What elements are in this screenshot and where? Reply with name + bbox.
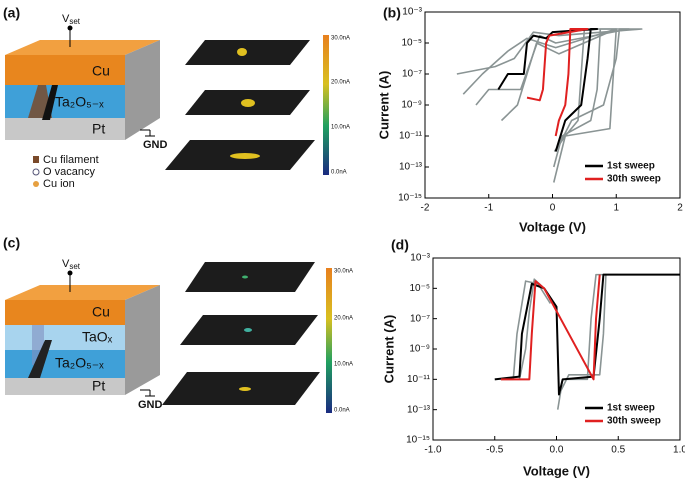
series-line <box>500 28 618 152</box>
y-tick-label: 10⁻⁷ <box>410 313 430 324</box>
colorbar-label: 20.0nA <box>331 80 350 86</box>
x-tick-label: -1 <box>484 203 493 214</box>
x-tick-label: 0.5 <box>611 445 625 456</box>
x-axis-label: Voltage (V) <box>519 219 586 234</box>
device-a: (a) Vset Cu Ta₂O₅₋ₓ Pt GND Cu filament O… <box>3 5 350 190</box>
colorbar-label: 30.0nA <box>334 269 353 275</box>
x-axis-label: Voltage (V) <box>523 463 590 478</box>
y-tick-label: 10⁻⁷ <box>402 69 422 80</box>
legend-label: Cu ion <box>43 178 75 190</box>
legend-label: 30th sweep <box>607 174 661 185</box>
y-axis-label: Current (A) <box>376 71 391 140</box>
panel-label: (a) <box>3 5 20 21</box>
y-tick-label: 10⁻⁹ <box>409 344 430 355</box>
device-c: (c) Vset Cu TaOₓ Ta₂O₅₋ₓ Pt GND 30.0nA 2… <box>3 235 353 414</box>
x-tick-label: 2 <box>677 203 683 214</box>
vset-sub: set <box>69 17 80 26</box>
vset-label: Vset <box>62 13 81 26</box>
panel-label: (c) <box>3 235 20 251</box>
series-line <box>526 28 589 137</box>
panel-label: (b) <box>383 5 401 21</box>
legend-label: 1st sweep <box>607 161 655 172</box>
y-tick-label: 10⁻¹⁵ <box>398 193 422 204</box>
vset-sub: set <box>69 262 80 271</box>
colorbar-label: 10.0nA <box>334 362 353 368</box>
layer-label: Cu <box>92 63 110 79</box>
panel-label: (d) <box>391 237 409 253</box>
vset-label: Vset <box>62 258 81 271</box>
x-tick-label: -2 <box>421 203 430 214</box>
y-tick-label: 10⁻¹⁵ <box>406 435 430 446</box>
vset-main: V <box>62 258 70 270</box>
layer-label: Cu <box>92 304 110 320</box>
colorbar-label: 30.0nA <box>331 36 350 42</box>
gnd-label: GND <box>143 139 168 151</box>
series-line <box>497 28 599 152</box>
y-tick-label: 10⁻⁹ <box>401 100 422 111</box>
legend-label: 30th sweep <box>607 416 661 427</box>
x-tick-label: 0 <box>550 203 556 214</box>
series-line <box>494 273 680 396</box>
layer-label: Pt <box>92 121 105 137</box>
series-line <box>558 274 607 395</box>
x-tick-label: 1 <box>613 203 619 214</box>
colorbar-label: 0.0nA <box>331 170 347 176</box>
x-tick-label: -1.0 <box>424 445 442 456</box>
y-axis-label: Current (A) <box>381 315 396 384</box>
series-line <box>456 28 643 152</box>
colorbar-label: 0.0nA <box>334 408 350 414</box>
y-tick-label: 10⁻⁵ <box>409 283 430 294</box>
colorbar-label: 20.0nA <box>334 316 353 322</box>
series-line <box>556 273 619 410</box>
x-tick-label: -0.5 <box>486 445 504 456</box>
legend-label: O vacancy <box>43 166 95 178</box>
legend-label: 1st sweep <box>607 403 655 414</box>
legend-label: Cu filament <box>43 154 99 166</box>
x-tick-label: 0.0 <box>550 445 564 456</box>
y-tick-label: 10⁻⁵ <box>401 38 422 49</box>
layer-label: Ta₂O₅₋ₓ <box>55 355 104 371</box>
colorbar-label: 10.0nA <box>331 125 350 131</box>
y-tick-label: 10⁻¹³ <box>407 404 431 415</box>
vset-main: V <box>62 13 70 25</box>
series-line <box>500 274 601 381</box>
series-line <box>500 280 552 381</box>
y-tick-label: 10⁻¹¹ <box>407 374 431 385</box>
layer-label: TaOₓ <box>82 329 113 345</box>
y-tick-label: 10⁻³ <box>402 7 422 18</box>
y-tick-label: 10⁻¹³ <box>399 162 423 173</box>
gnd-label: GND <box>138 399 163 411</box>
layer-label: Pt <box>92 378 105 394</box>
layer-label: Ta₂O₅₋ₓ <box>55 94 104 110</box>
series-line <box>475 28 630 183</box>
y-tick-label: 10⁻¹¹ <box>399 131 423 142</box>
y-tick-label: 10⁻³ <box>410 253 430 264</box>
x-tick-label: 1.0 <box>673 445 685 456</box>
